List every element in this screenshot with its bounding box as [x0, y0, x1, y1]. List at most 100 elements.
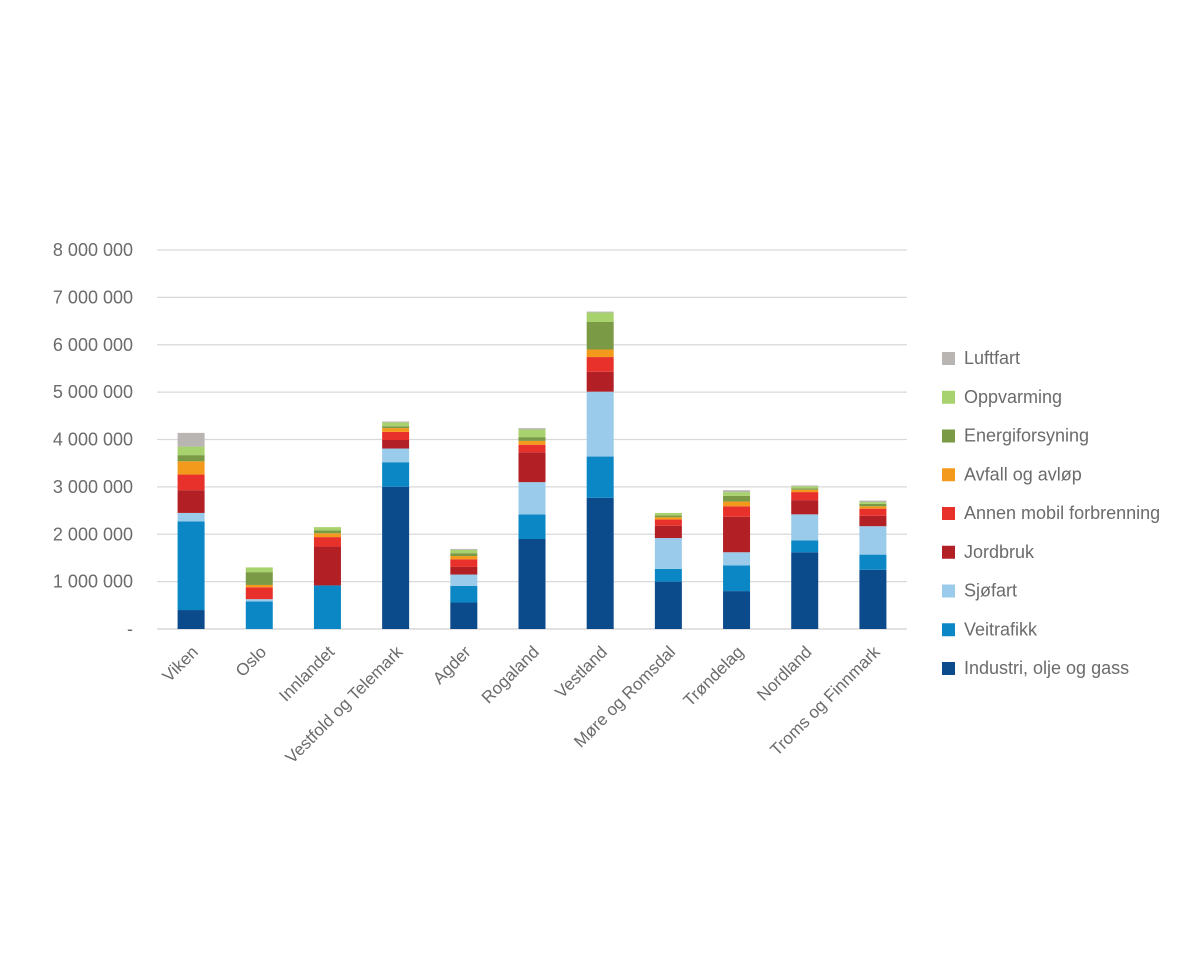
bar-segment	[382, 486, 410, 629]
legend-swatch	[942, 507, 955, 520]
bar-segment	[177, 461, 205, 475]
bar-segment	[723, 565, 751, 592]
bar-segment	[245, 567, 273, 573]
bar-stack	[313, 527, 341, 629]
bar-segment	[382, 448, 410, 463]
x-tick-label: Innlandet	[275, 642, 338, 705]
legend-item: Industri, olje og gass	[942, 658, 1129, 678]
bar-segment	[518, 514, 546, 539]
x-tick-label: Nordland	[753, 642, 815, 704]
y-axis-ticks: - 1 000 000 2 000 000 3 000 000 4 000 000 5 0…	[53, 240, 133, 639]
bar-segment	[245, 601, 273, 629]
bar-segment	[723, 516, 751, 553]
bar-segment	[654, 568, 682, 582]
y-tick-label: 1 000 000	[53, 572, 133, 592]
bar-segment	[177, 512, 205, 522]
legend-swatch	[942, 623, 955, 637]
bar-segment	[723, 506, 751, 517]
legend-label: Avfall og avløp	[964, 464, 1082, 484]
bar-segment	[586, 391, 614, 457]
bar-segment	[791, 540, 819, 553]
bar-segment	[450, 556, 478, 560]
bar-segment	[518, 440, 546, 445]
bar-segment	[382, 428, 410, 432]
x-tick-label: Trøndelag	[680, 642, 748, 710]
legend-swatch	[942, 390, 955, 404]
y-tick-label: 8 000 000	[53, 240, 133, 260]
bar-segment	[791, 485, 819, 487]
y-tick-label: 5 000 000	[53, 382, 133, 402]
bar-segment	[518, 444, 546, 453]
bar-segment	[791, 492, 819, 501]
bar-segment	[245, 572, 273, 585]
bar-segment	[313, 527, 341, 531]
bar-segment	[245, 584, 273, 588]
bar-segment	[382, 431, 410, 440]
y-tick-label: -	[127, 619, 133, 639]
bar-segment	[450, 548, 478, 550]
bar-segment	[723, 492, 751, 496]
y-tick-label: 7 000 000	[53, 287, 133, 307]
bar-segment	[586, 497, 614, 629]
bar-segment	[586, 456, 614, 498]
bar-segment	[518, 538, 546, 629]
x-tick-label: Agder	[429, 642, 475, 688]
bar-segment	[177, 610, 205, 629]
bar-stack	[654, 512, 682, 629]
bar-segment	[723, 591, 751, 629]
legend-label: Luftfart	[964, 348, 1020, 368]
bar-segment	[791, 552, 819, 629]
bar-segment	[177, 490, 205, 513]
bar-segment	[586, 322, 614, 350]
legend-swatch	[942, 545, 955, 559]
legend-label: Oppvarming	[964, 387, 1062, 407]
bar-segment	[654, 517, 682, 520]
bar-segment	[177, 432, 205, 447]
bar-segment	[859, 569, 887, 629]
bar-segment	[654, 519, 682, 526]
bar-segment	[177, 474, 205, 491]
bar-segment	[586, 349, 614, 358]
legend-item: Jordbruk	[942, 542, 1035, 562]
bar-segment	[313, 585, 341, 629]
legend-swatch	[942, 584, 955, 598]
legend-item: Sjøfart	[942, 581, 1017, 601]
bar-segment	[723, 501, 751, 507]
bar-stack	[177, 432, 205, 629]
legend-item: Oppvarming	[942, 387, 1062, 407]
legend-label: Jordbruk	[964, 542, 1035, 562]
bar-segment	[791, 500, 819, 515]
bar-segment	[313, 533, 341, 538]
bar-stack	[245, 567, 273, 629]
bar-segment	[859, 526, 887, 555]
legend-label: Industri, olje og gass	[964, 658, 1129, 678]
legend-item: Veitrafikk	[942, 619, 1038, 639]
legend-item: Luftfart	[942, 348, 1020, 368]
bar-segment	[382, 462, 410, 487]
bar-segment	[654, 581, 682, 629]
bar-stack	[382, 421, 410, 629]
legend-label: Annen mobil forbrenning	[964, 503, 1160, 523]
y-tick-label: 3 000 000	[53, 477, 133, 497]
bar-segment	[518, 452, 546, 483]
bar-segment	[859, 515, 887, 527]
bar-segment	[859, 554, 887, 570]
bar-segment	[450, 559, 478, 567]
bar-segment	[177, 446, 205, 456]
bar-stack	[586, 311, 614, 629]
y-tick-label: 6 000 000	[53, 335, 133, 355]
bar-segment	[859, 503, 887, 507]
bar-segment	[450, 549, 478, 554]
bar-segment	[654, 525, 682, 539]
bar-segment	[518, 482, 546, 515]
legend-label: Veitrafikk	[964, 619, 1038, 639]
bar-segment	[518, 437, 546, 441]
bar-segment	[450, 585, 478, 603]
bar-segment	[382, 439, 410, 449]
y-tick-label: 4 000 000	[53, 430, 133, 450]
bar-segment	[586, 371, 614, 392]
bar-segment	[791, 486, 819, 489]
